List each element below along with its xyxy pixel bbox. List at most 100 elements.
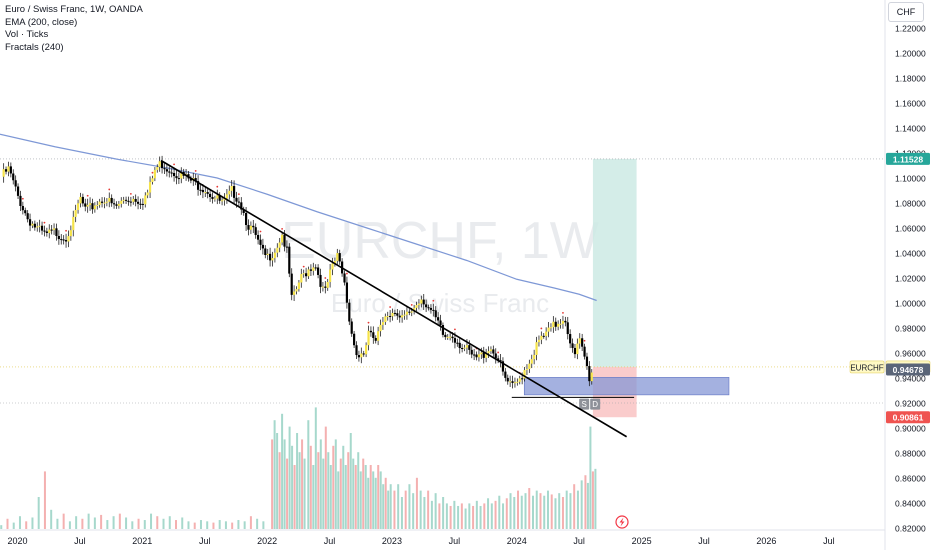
candle-body <box>9 166 12 174</box>
candle-body <box>516 381 519 383</box>
candle-body <box>552 321 555 328</box>
price-tick-label: 1.14000 <box>895 124 926 134</box>
volume-bar <box>175 520 178 529</box>
candle-body <box>360 353 363 358</box>
candle-body <box>136 201 140 204</box>
price-tick-label: 1.10000 <box>895 174 926 184</box>
volume-bar <box>293 465 296 529</box>
price-label-value: 0.90861 <box>893 413 924 423</box>
volume-bar <box>106 520 109 529</box>
candle-body <box>499 360 502 362</box>
volume-bar <box>362 458 365 529</box>
candle-body <box>425 304 428 308</box>
candle-body <box>403 314 406 316</box>
fractals-indicator-label[interactable]: Fractals (240) <box>5 41 64 53</box>
candle-body <box>244 212 248 226</box>
candle-body <box>389 316 392 318</box>
fractal-marker <box>259 230 262 233</box>
candle-body <box>468 345 471 350</box>
time-axis[interactable]: 2020 Jul 2021 Jul 2022 Jul 2023 Jul 2024 Jul 2025 J… <box>7 536 834 546</box>
volume-bar <box>68 521 71 529</box>
candle-body <box>259 239 262 245</box>
volume-bar <box>218 520 221 529</box>
price-tick-label: 0.96000 <box>895 349 926 359</box>
volume-bar <box>168 516 171 529</box>
fractal-marker <box>86 194 89 197</box>
candle-body <box>216 195 219 199</box>
candle-body <box>170 172 173 174</box>
volume-bar <box>535 490 538 529</box>
candle-body <box>177 178 180 180</box>
volume-bar <box>162 518 165 529</box>
volume-bar <box>445 503 448 529</box>
candle-body <box>105 201 108 203</box>
symbol-title[interactable]: Euro / Swiss Franc, 1W, OANDA <box>5 4 143 15</box>
volume-bar <box>589 426 592 529</box>
candle-body <box>381 322 385 325</box>
price-tick-label: 0.90000 <box>895 424 926 434</box>
volume-bar <box>43 471 46 529</box>
fractal-marker <box>410 304 413 306</box>
price-tick-label: 0.98000 <box>895 324 926 334</box>
candle-body <box>146 192 149 196</box>
candle-body <box>537 339 541 343</box>
candle-body <box>230 186 233 191</box>
price-axis[interactable]: 1.220001.200001.180001.160001.140001.120… <box>895 24 926 534</box>
candle-body <box>79 196 82 204</box>
volume-bar <box>419 490 422 529</box>
volume-bar <box>75 516 78 529</box>
volume-indicator-label[interactable]: Vol · Ticks <box>5 29 49 40</box>
volume-bar <box>181 517 184 529</box>
candle-body <box>518 378 521 382</box>
ema-indicator-label[interactable]: EMA (200, close) <box>5 16 78 28</box>
lightning-icon[interactable] <box>615 515 629 529</box>
currency-label: CHF <box>896 7 916 17</box>
volume-bar <box>520 495 523 529</box>
time-tick-label: 2022 <box>257 536 277 546</box>
candle-body <box>81 196 84 204</box>
candle-body <box>153 169 156 179</box>
candle-body <box>480 352 483 355</box>
volume-bar <box>369 465 372 529</box>
candle-body <box>285 246 289 248</box>
time-tick-label: 2026 <box>756 536 776 546</box>
fractal-marker <box>432 299 435 302</box>
candle-body <box>156 167 159 170</box>
candle-body <box>33 223 36 228</box>
candle-body <box>369 330 373 333</box>
candle-body <box>437 317 440 321</box>
candle-body <box>535 342 538 355</box>
price-tick-label: 1.22000 <box>895 24 926 34</box>
volume-bar <box>584 475 587 529</box>
candle-body <box>204 192 207 194</box>
volume-bar <box>524 493 527 529</box>
volume-bar <box>231 522 234 529</box>
volume-bar <box>100 514 103 529</box>
volume-bar <box>314 407 317 529</box>
candle-body <box>413 307 416 312</box>
currency-button[interactable]: CHF <box>888 2 924 22</box>
volume-bar <box>546 490 549 529</box>
candle-body <box>237 201 240 203</box>
price-label-value: 0.94678 <box>893 365 924 375</box>
candle-body <box>533 354 536 360</box>
price-tick-label: 1.20000 <box>895 49 926 59</box>
candle-body <box>117 203 120 206</box>
volume-bar <box>187 521 190 529</box>
time-tick-label: Jul <box>698 536 710 546</box>
candle-body <box>50 229 53 231</box>
volume-bar <box>324 426 327 529</box>
volume-bar <box>278 452 281 529</box>
candle-body <box>67 236 70 242</box>
candle-body <box>561 320 565 324</box>
candle-body <box>398 315 401 318</box>
candle-body <box>249 225 252 230</box>
volume-bar <box>93 517 96 529</box>
volume-bar <box>301 439 304 529</box>
drawn-lines[interactable] <box>160 159 635 438</box>
candle-body <box>208 193 212 197</box>
candle-body <box>307 269 310 277</box>
candle-body <box>573 347 577 355</box>
